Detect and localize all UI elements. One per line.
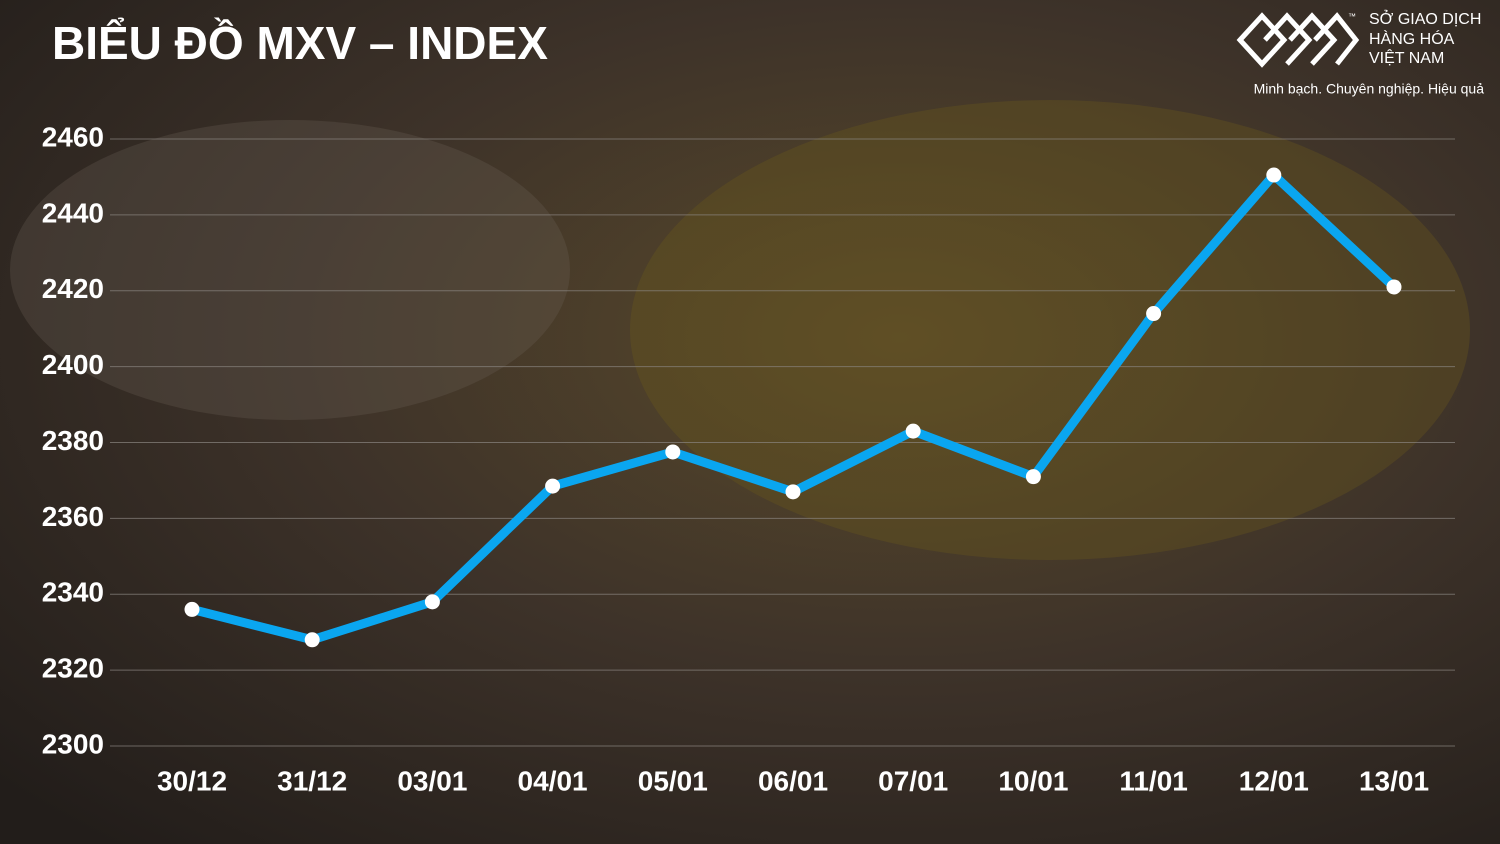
data-point	[304, 632, 320, 648]
data-point	[545, 478, 561, 494]
logo	[1236, 12, 1360, 68]
x-tick-label: 30/12	[157, 765, 227, 796]
data-point	[665, 444, 681, 460]
x-tick-label: 06/01	[758, 765, 828, 796]
logo-text: SỞ GIAO DỊCH	[1369, 9, 1481, 28]
y-tick-label: 2400	[42, 349, 104, 380]
x-tick-label: 12/01	[1239, 765, 1309, 796]
x-tick-label: 31/12	[277, 765, 347, 796]
chart-title: BIỂU ĐỒ MXV – INDEX	[52, 17, 548, 69]
data-point	[1025, 469, 1041, 485]
logo-slogan: Minh bạch. Chuyên nghiệp. Hiệu quả	[1254, 81, 1485, 97]
x-tick-label: 03/01	[397, 765, 467, 796]
y-tick-label: 2300	[42, 728, 104, 759]
y-tick-label: 2460	[42, 121, 104, 152]
background-decoration	[10, 120, 570, 420]
y-tick-label: 2320	[42, 653, 104, 684]
x-tick-label: 13/01	[1359, 765, 1429, 796]
x-tick-label: 07/01	[878, 765, 948, 796]
data-point	[184, 601, 200, 617]
y-tick-label: 2360	[42, 501, 104, 532]
data-point	[424, 594, 440, 610]
data-point	[785, 484, 801, 500]
x-tick-label: 10/01	[998, 765, 1068, 796]
y-tick-label: 2440	[42, 197, 104, 228]
logo-text: VIỆT NAM	[1369, 48, 1444, 67]
y-tick-label: 2380	[42, 425, 104, 456]
logo-trademark: ™	[1348, 12, 1356, 21]
logo-text: HÀNG HÓA	[1369, 29, 1455, 48]
background-decoration	[630, 100, 1470, 560]
data-point	[905, 423, 921, 439]
x-tick-label: 11/01	[1119, 765, 1188, 796]
data-point	[1386, 279, 1402, 295]
logo-mark	[1236, 12, 1288, 68]
data-point	[1266, 167, 1282, 183]
y-tick-label: 2420	[42, 273, 104, 304]
x-tick-label: 05/01	[638, 765, 708, 796]
logo-mark	[1313, 12, 1360, 66]
data-point	[1146, 306, 1162, 322]
y-tick-label: 2340	[42, 577, 104, 608]
x-tick-label: 04/01	[518, 765, 588, 796]
